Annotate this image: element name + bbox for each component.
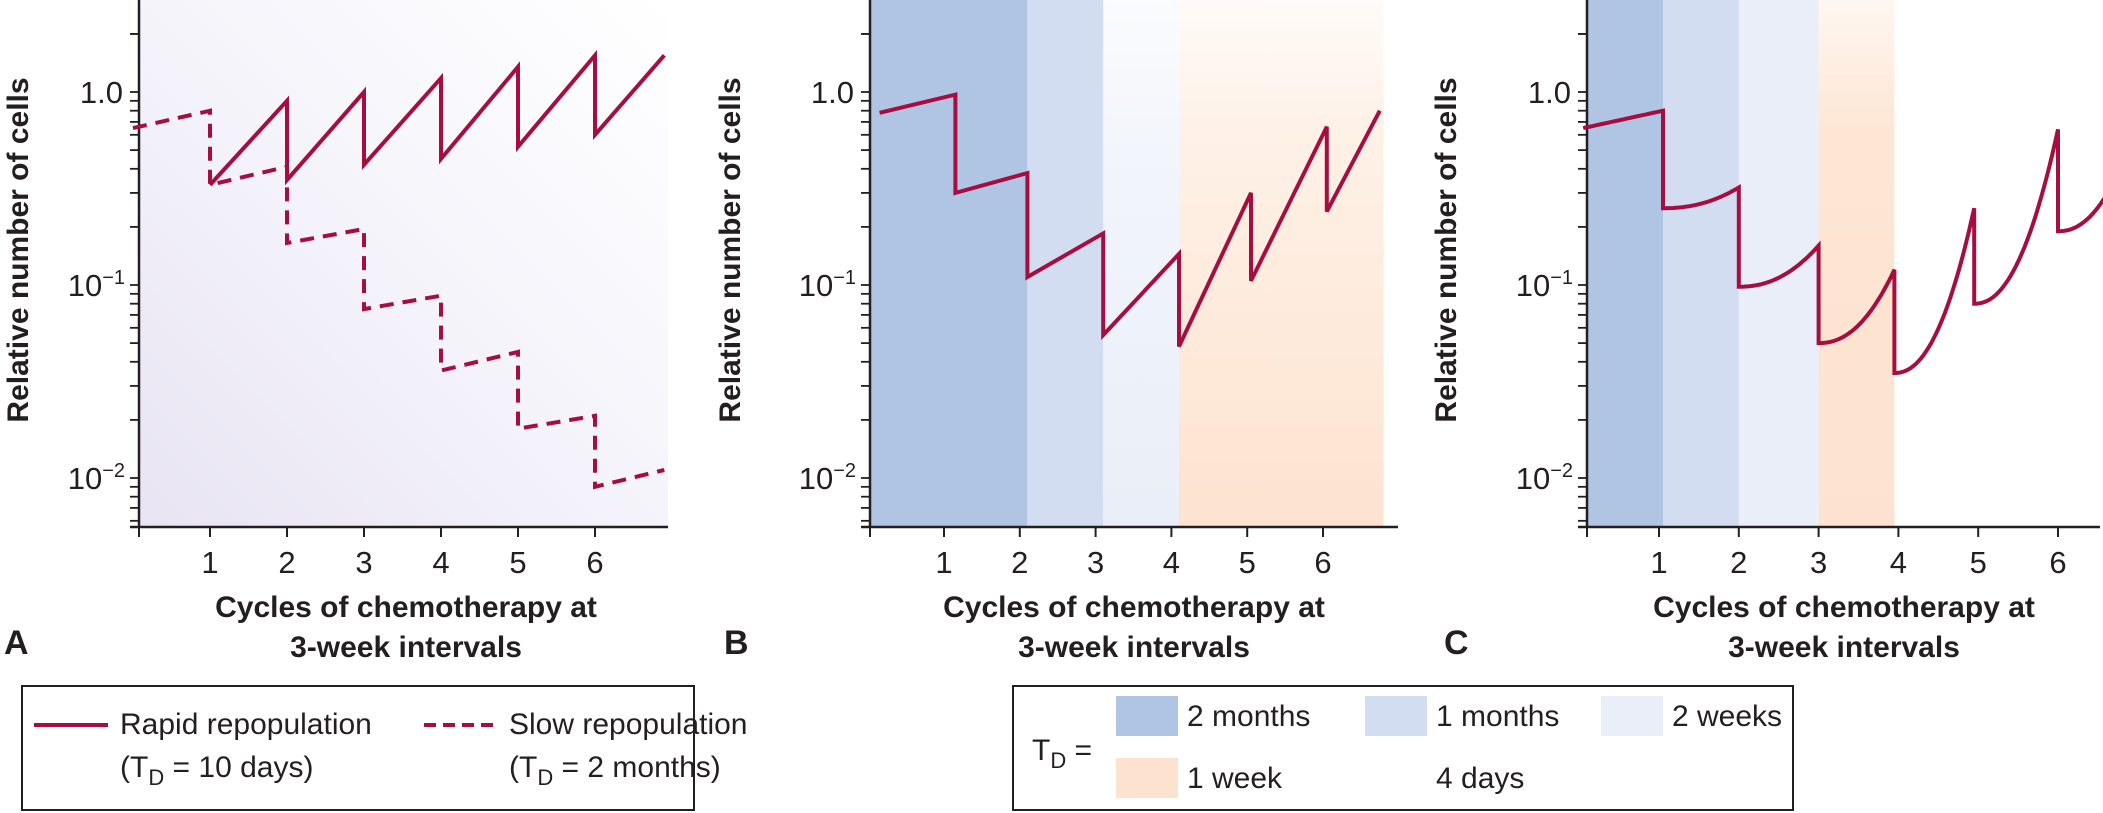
y-axis-title: Relative number of cells (2, 77, 35, 422)
y-tick-label: 10−1 (68, 267, 125, 303)
x-axis-title: 3-week intervals (1728, 631, 1960, 664)
legend-swatch-2-weeks (1601, 696, 1663, 736)
panel-letter-c: C (1444, 624, 1469, 662)
legend-slow-sub: (TD = 2 months) (509, 751, 721, 790)
panel-letter-a: A (4, 624, 29, 662)
legend-rapid-label: Rapid repopulation (120, 708, 372, 741)
x-tick-label: 4 (1163, 545, 1180, 580)
x-tick-label: 2 (278, 545, 295, 580)
x-tick-label: 1 (201, 545, 218, 580)
band-2-weeks (1103, 0, 1179, 527)
x-tick-label: 5 (509, 545, 526, 580)
x-tick-label: 5 (1239, 545, 1256, 580)
y-tick-label: 1.0 (1528, 75, 1571, 110)
band-1-months (1662, 0, 1739, 527)
x-tick-label: 5 (1970, 545, 1987, 580)
series-line-tumor-cells (1582, 108, 2103, 376)
band-1-week (1818, 0, 1895, 527)
panel-a: 1.0 10−1 10−2 1 2 3 4 5 6 Cycles of chemotherapy … (2, 0, 668, 664)
y-axis-title: Relative number of cells (1430, 77, 1463, 422)
series-line-slow-repopulation (132, 108, 665, 490)
legend-label-1-week: 1 week (1187, 762, 1283, 795)
y-tick-label: 10−2 (799, 460, 856, 496)
x-axis-title: Cycles of chemotherapy at (215, 591, 597, 624)
x-axis-title: Cycles of chemotherapy at (1653, 591, 2035, 624)
x-tick-label: 2 (1011, 545, 1028, 580)
legend-swatch-4-days (1365, 758, 1427, 798)
panel-b: 1.0 10−1 10−2 1 2 3 4 5 6 Cycles of chemotherapy … (714, 0, 1398, 664)
x-tick-label: 3 (1810, 545, 1827, 580)
x-tick-label: 3 (355, 545, 372, 580)
y-tick-label: 10−1 (1516, 267, 1573, 303)
x-tick-label: 4 (432, 545, 449, 580)
plot-background (139, 0, 668, 527)
legend-swatch-1-week (1116, 758, 1178, 798)
legend-swatch-1-months (1365, 696, 1427, 736)
y-tick-label: 10−1 (799, 267, 856, 303)
x-tick-label: 6 (586, 545, 603, 580)
legend-line-styles: Rapid repopulation (TD = 10 days) Slow r… (21, 685, 748, 811)
band-1-months (1027, 0, 1104, 527)
legend-td-prefix: TD = (1032, 734, 1092, 773)
legend-label-2-weeks: 2 weeks (1672, 700, 1782, 733)
x-tick-label: 6 (2049, 545, 2066, 580)
band-4-days (1894, 0, 2100, 527)
x-tick-label: 4 (1890, 545, 1907, 580)
band-2-months (1587, 0, 1663, 527)
band-1-week (1178, 0, 1384, 527)
legend-label-2-months: 2 months (1187, 700, 1310, 733)
legend-box (21, 685, 695, 811)
y-tick-label: 10−2 (68, 460, 125, 496)
y-tick-label: 10−2 (1516, 460, 1573, 496)
y-axis-title: Relative number of cells (714, 77, 747, 422)
x-tick-label: 6 (1314, 545, 1331, 580)
legend-slow-label: Slow repopulation (509, 708, 748, 741)
x-axis-title: Cycles of chemotherapy at (943, 591, 1325, 624)
legend-doubling-time: TD = 2 months 1 months 2 weeks 1 week 4 … (1012, 685, 1794, 811)
panel-c: 1.0 10−1 10−2 1 2 3 4 5 6 Cycles of chemotherapy … (1430, 0, 2103, 664)
x-tick-label: 1 (1650, 545, 1667, 580)
legend-label-4-days: 4 days (1436, 762, 1524, 795)
y-tick-label: 1.0 (80, 75, 123, 110)
x-axis-title: 3-week intervals (290, 631, 522, 664)
legend-box (1012, 685, 1794, 811)
x-tick-label: 3 (1087, 545, 1104, 580)
x-tick-label: 2 (1730, 545, 1747, 580)
legend-label-1-months: 1 months (1436, 700, 1559, 733)
x-tick-label: 1 (935, 545, 952, 580)
panel-letter-b: B (724, 624, 749, 662)
band-2-weeks (1738, 0, 1819, 527)
legend-rapid-sub: (TD = 10 days) (120, 751, 313, 790)
band-2-months (870, 0, 1028, 527)
x-axis-title: 3-week intervals (1018, 631, 1250, 664)
series-line-tumor-cells (879, 92, 1382, 348)
y-tick-label: 1.0 (811, 75, 854, 110)
legend-swatch-2-months (1116, 696, 1178, 736)
